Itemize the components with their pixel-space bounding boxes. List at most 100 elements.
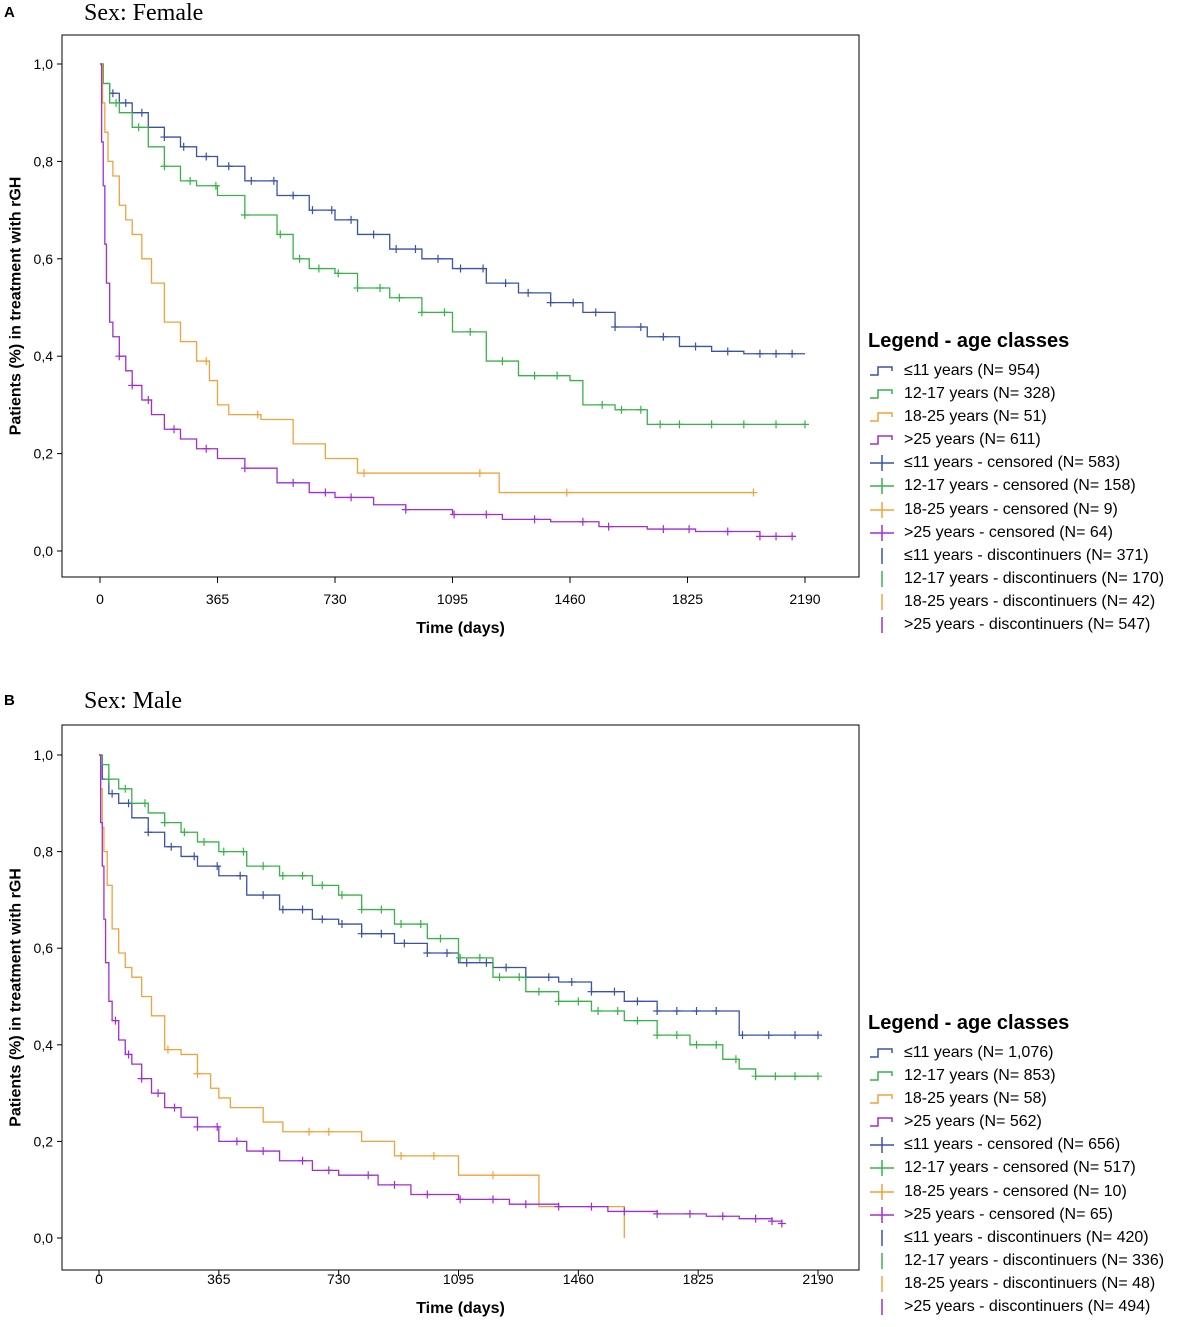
censored-mark [104,775,113,784]
censored-mark [462,958,471,967]
censored-mark [739,420,748,429]
censored-mark [495,973,504,982]
km-curve-y18_25 [99,754,625,1238]
censored-mark [170,1103,179,1112]
censored-mark [479,264,488,273]
panel-male: 0,0 0,2 0,4 0,6 0,8 1,0 0 365 730 1095 1460 1825 219… [0,688,1199,1327]
censored-mark [546,298,555,307]
legend-item: ≤11 years (N= 1,076) [868,1041,1069,1064]
censored-mark [613,1006,622,1015]
censored-mark [633,1016,642,1025]
censored-mark [219,847,228,856]
y-axis-label: Patients (%) in treatment with rGH [8,868,25,1127]
legend-label: ≤11 years - censored (N= 656) [904,1136,1121,1154]
legend-label: ≤11 years (N= 954) [904,362,1041,379]
x-axis-label: Time (days) [416,620,505,637]
censored-mark [377,905,386,914]
censored-mark [501,279,510,288]
km-curve-le11 [100,63,805,355]
legend-item: 12-17 years - discontinuers (N= 170) [868,567,1164,590]
legend-marker [881,593,883,610]
censored-mark [434,254,443,263]
legend-marker [881,547,883,564]
censored-mark [240,210,249,219]
legend-plus-icon [870,1183,894,1200]
censored-mark [134,123,143,132]
legend-label: 12-17 years - discontinuers (N= 336) [904,1251,1165,1269]
censored-mark [553,371,562,380]
km-curve-gt25 [99,754,783,1224]
censored-mark [594,1006,603,1015]
legend-label: 18-25 years (N= 58) [904,1090,1047,1108]
censored-mark [324,1166,333,1175]
censored-mark [337,891,346,900]
legend-label: ≤11 years - discontinuers (N= 420) [904,1228,1149,1246]
legend-marker [870,1206,894,1223]
legend-label: >25 years (N= 562) [904,1113,1042,1131]
censored-mark [515,973,524,982]
censored-mark [653,1209,662,1218]
plot-frame [61,34,860,578]
x-tick-label: 0 [96,591,104,607]
km-curve-y12_17 [100,63,805,426]
legend-marker [870,478,894,495]
censored-mark [502,963,511,972]
censored-mark [659,332,668,341]
censored-mark [620,1207,629,1216]
legend: Legend - age classes ≤11 years (N= 1,076… [868,1012,1164,1318]
legend-label: 18-25 years - censored (N= 9) [904,500,1118,518]
legend-item: 18-25 years - censored (N= 10) [868,1180,1127,1203]
censored-mark [369,230,378,239]
censored-mark [295,254,304,263]
censored-mark [791,1031,800,1040]
censored-mark [611,322,620,331]
censored-mark [308,206,317,215]
y-tick-label: 0,8 [34,844,54,860]
panel-title: Sex: Female [84,0,204,26]
censored-mark [587,987,596,996]
censored-mark [587,1202,596,1211]
censored-mark [357,929,366,938]
legend-item: >25 years - censored (N= 64) [868,521,1113,544]
censored-mark [213,1122,222,1131]
censored-mark [530,515,539,524]
censored-mark [357,905,366,914]
censored-mark [395,293,404,302]
censored-mark [591,308,600,317]
x-tick-label: 365 [206,591,230,607]
censored-mark [791,1072,800,1081]
y-tick-label: 0,4 [34,1037,54,1053]
censored-mark [772,349,781,358]
censored-mark [314,264,323,273]
legend-step-icon [870,389,893,399]
censored-mark [353,284,362,293]
legend-item: >25 years (N= 611) [868,428,1069,451]
censored-mark [731,1055,740,1064]
legend-label: 12-17 years - censored (N= 517) [904,1159,1136,1177]
censored-mark [672,1031,681,1040]
censored-mark [137,1074,146,1083]
censored-mark [738,1031,747,1040]
censored-mark [653,1006,662,1015]
panel-letter: A [4,4,15,21]
censored-mark [653,1031,662,1040]
censored-mark [334,269,343,278]
legend-marker [870,1137,894,1154]
censored-mark [636,405,645,414]
censored-mark [278,871,287,880]
legend-item: ≤11 years - discontinuers (N= 371) [868,544,1149,567]
legend-step-icon [870,1048,893,1058]
censored-mark [347,493,356,502]
legend-plus-icon [870,455,894,472]
censored-mark [456,1195,465,1204]
x-axis-label: Time (days) [416,1300,505,1317]
censored-mark [755,532,764,541]
censored-mark [390,1180,399,1189]
x-tick-label: 1095 [443,1271,474,1287]
legend-marker [870,412,893,422]
y-tick-label: 0,0 [34,1230,54,1246]
legend-plus-icon [870,524,894,541]
legend-item: ≤11 years - censored (N= 656) [868,1133,1120,1156]
legend-marker [881,617,883,634]
censored-mark [416,920,425,929]
